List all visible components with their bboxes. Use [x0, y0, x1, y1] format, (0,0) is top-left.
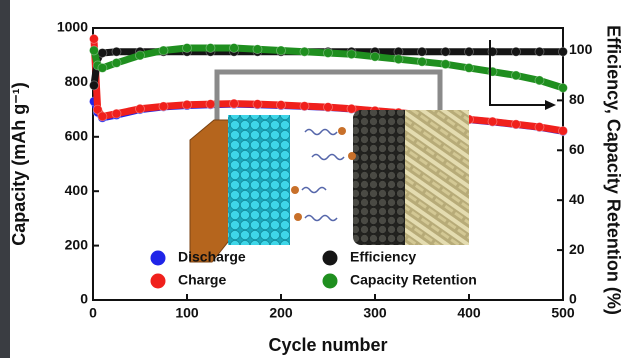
y-axis-label: Capacity (mAh g⁻¹) [9, 82, 29, 246]
page: 0200400600800100002040608010001002003004… [0, 0, 625, 358]
chart: 0200400600800100002040608010001002003004… [0, 0, 625, 358]
data-point [89, 46, 98, 55]
data-point [98, 63, 107, 72]
y-tick-label: 800 [65, 73, 89, 89]
data-point [206, 43, 215, 52]
data-point [512, 71, 521, 80]
legend-marker [323, 274, 338, 289]
data-point [253, 100, 262, 109]
data-point [371, 52, 380, 61]
data-point [159, 46, 168, 55]
data-point [300, 102, 309, 111]
data-point [159, 102, 168, 111]
cathode-dark [353, 110, 413, 245]
data-point [136, 104, 145, 113]
data-point [441, 60, 450, 69]
data-point [535, 76, 544, 85]
legend-marker [151, 274, 166, 289]
data-point [394, 55, 403, 64]
data-point [488, 117, 497, 126]
y2-axis-label: Efficiency, Capacity Retention (%) [603, 25, 623, 315]
data-point [112, 47, 121, 56]
data-point [418, 57, 427, 66]
y2-tick-label: 20 [569, 241, 585, 257]
data-point [324, 103, 333, 112]
data-point [112, 109, 121, 118]
data-point [98, 48, 107, 57]
data-point [89, 34, 98, 43]
data-point [418, 47, 427, 56]
x-tick-label: 200 [269, 305, 293, 321]
x-tick-label: 0 [89, 305, 97, 321]
legend-label: Efficiency [350, 249, 416, 265]
legend-marker [151, 251, 166, 266]
data-point [253, 45, 262, 54]
y-tick-label: 200 [65, 236, 89, 252]
data-point [347, 50, 356, 59]
x-tick-label: 500 [551, 305, 575, 321]
data-point [535, 47, 544, 56]
y-tick-label: 0 [80, 291, 88, 307]
data-point [465, 47, 474, 56]
x-tick-label: 300 [363, 305, 387, 321]
data-point [277, 46, 286, 55]
x-tick-label: 100 [175, 305, 199, 321]
ion-waves [302, 130, 344, 221]
data-point [512, 120, 521, 129]
data-point [535, 123, 544, 132]
cathode-rods [405, 110, 469, 245]
data-point [183, 100, 192, 109]
legend-label: Capacity Retention [350, 272, 477, 288]
data-point [441, 47, 450, 56]
y-tick-label: 600 [65, 128, 89, 144]
data-point [559, 126, 568, 135]
data-point [324, 48, 333, 57]
data-point [512, 47, 521, 56]
data-point [112, 58, 121, 67]
y2-tick-label: 100 [569, 41, 593, 57]
x-tick-label: 400 [457, 305, 481, 321]
anode-block [228, 115, 290, 245]
legend-marker [323, 251, 338, 266]
y-tick-label: 1000 [57, 19, 88, 35]
data-point [136, 51, 145, 60]
data-point [98, 112, 107, 121]
legend-label: Charge [178, 272, 226, 288]
data-point [300, 47, 309, 56]
data-layer [89, 34, 567, 135]
data-point [89, 81, 98, 90]
data-point [183, 43, 192, 52]
data-point [230, 99, 239, 108]
x-axis-label: Cycle number [268, 335, 387, 355]
data-point [347, 104, 356, 113]
y2-tick-label: 60 [569, 141, 585, 157]
y2-tick-label: 40 [569, 191, 585, 207]
legend: Discharge Charge Efficiency Capacity Retent… [151, 249, 477, 289]
data-point [559, 83, 568, 92]
data-point [559, 47, 568, 56]
data-point [277, 100, 286, 109]
data-point [206, 100, 215, 109]
y-tick-label: 400 [65, 182, 89, 198]
y2-tick-label: 80 [569, 91, 585, 107]
data-point [230, 43, 239, 52]
legend-label: Discharge [178, 249, 246, 265]
axis-arrow-head [545, 100, 556, 110]
ions [291, 127, 356, 221]
data-point [465, 63, 474, 72]
